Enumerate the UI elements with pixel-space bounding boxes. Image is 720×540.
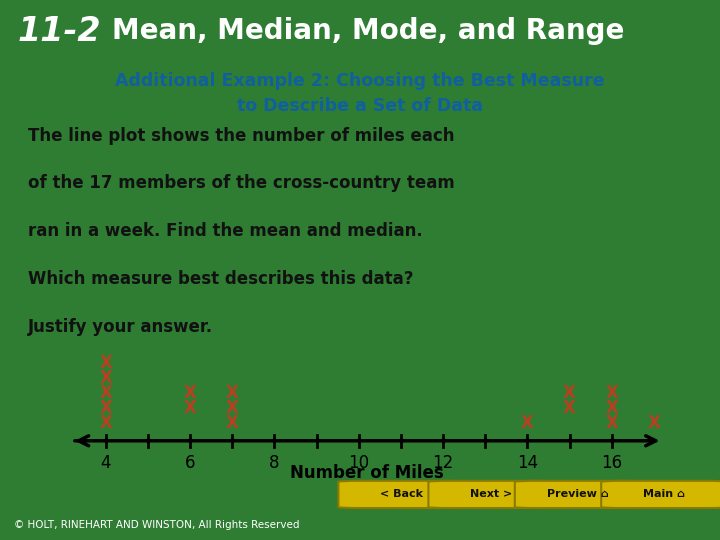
Text: X: X	[563, 399, 576, 417]
Text: X: X	[226, 384, 239, 402]
Text: to Describe a Set of Data: to Describe a Set of Data	[237, 97, 483, 116]
Text: X: X	[606, 414, 618, 432]
Text: 11-2: 11-2	[18, 15, 102, 48]
FancyBboxPatch shape	[338, 481, 464, 508]
Text: X: X	[563, 384, 576, 402]
FancyBboxPatch shape	[601, 481, 720, 508]
Text: Additional Example 2: Choosing the Best Measure: Additional Example 2: Choosing the Best …	[115, 72, 605, 91]
Text: < Back: < Back	[380, 489, 423, 499]
Text: 4: 4	[101, 454, 111, 472]
Text: Justify your answer.: Justify your answer.	[28, 318, 213, 336]
Text: 10: 10	[348, 454, 369, 472]
Text: X: X	[606, 384, 618, 402]
Text: 8: 8	[269, 454, 279, 472]
Text: X: X	[521, 414, 534, 432]
Text: X: X	[226, 399, 239, 417]
Text: The line plot shows the number of miles each: The line plot shows the number of miles …	[28, 126, 455, 145]
Text: of the 17 members of the cross-country team: of the 17 members of the cross-country t…	[28, 174, 455, 192]
Text: 6: 6	[185, 454, 195, 472]
Text: X: X	[99, 354, 112, 373]
Text: X: X	[184, 399, 197, 417]
Text: 12: 12	[433, 454, 454, 472]
Text: X: X	[99, 369, 112, 387]
Text: Which measure best describes this data?: Which measure best describes this data?	[28, 270, 414, 288]
Text: X: X	[99, 384, 112, 402]
Text: Number of Miles: Number of Miles	[290, 463, 444, 482]
Text: X: X	[647, 414, 660, 432]
Text: Mean, Median, Mode, and Range: Mean, Median, Mode, and Range	[112, 17, 624, 45]
FancyBboxPatch shape	[428, 481, 554, 508]
Text: X: X	[184, 384, 197, 402]
Text: Main ⌂: Main ⌂	[643, 489, 685, 499]
Text: Next >: Next >	[470, 489, 513, 499]
Text: X: X	[99, 414, 112, 432]
Text: X: X	[606, 399, 618, 417]
Text: ran in a week. Find the mean and median.: ran in a week. Find the mean and median.	[28, 222, 423, 240]
Text: 16: 16	[601, 454, 622, 472]
Text: 14: 14	[517, 454, 538, 472]
Text: © HOLT, RINEHART AND WINSTON, All Rights Reserved: © HOLT, RINEHART AND WINSTON, All Rights…	[14, 520, 300, 530]
Text: X: X	[99, 399, 112, 417]
FancyBboxPatch shape	[515, 481, 641, 508]
Text: Preview ⌂: Preview ⌂	[547, 489, 608, 499]
Text: X: X	[226, 414, 239, 432]
